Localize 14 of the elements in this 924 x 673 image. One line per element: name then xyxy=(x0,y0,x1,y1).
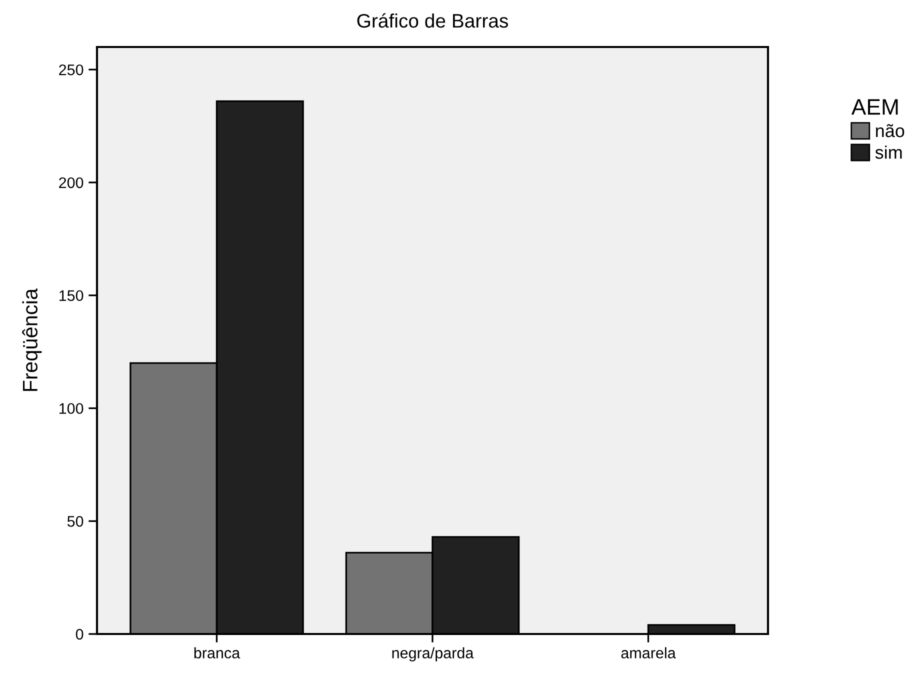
legend-title: AEM xyxy=(851,99,898,115)
legend-label: sim xyxy=(875,146,902,159)
y-tick-label: 200 xyxy=(59,177,84,188)
y-axis-title: Freqüência xyxy=(22,288,42,391)
y-tick-label: 150 xyxy=(59,290,84,302)
x-tick-label: amarela xyxy=(621,647,676,658)
y-tick-label: 0 xyxy=(76,628,84,640)
y-tick-label: 100 xyxy=(59,403,84,414)
x-tick-label: branca xyxy=(194,647,240,658)
x-tick-label: negra/parda xyxy=(392,647,474,662)
legend-label: não xyxy=(876,124,904,138)
y-tick-label: 250 xyxy=(59,64,84,76)
y-tick-label: 50 xyxy=(67,516,84,527)
chart-title: Gráfico de Barras xyxy=(357,13,508,28)
